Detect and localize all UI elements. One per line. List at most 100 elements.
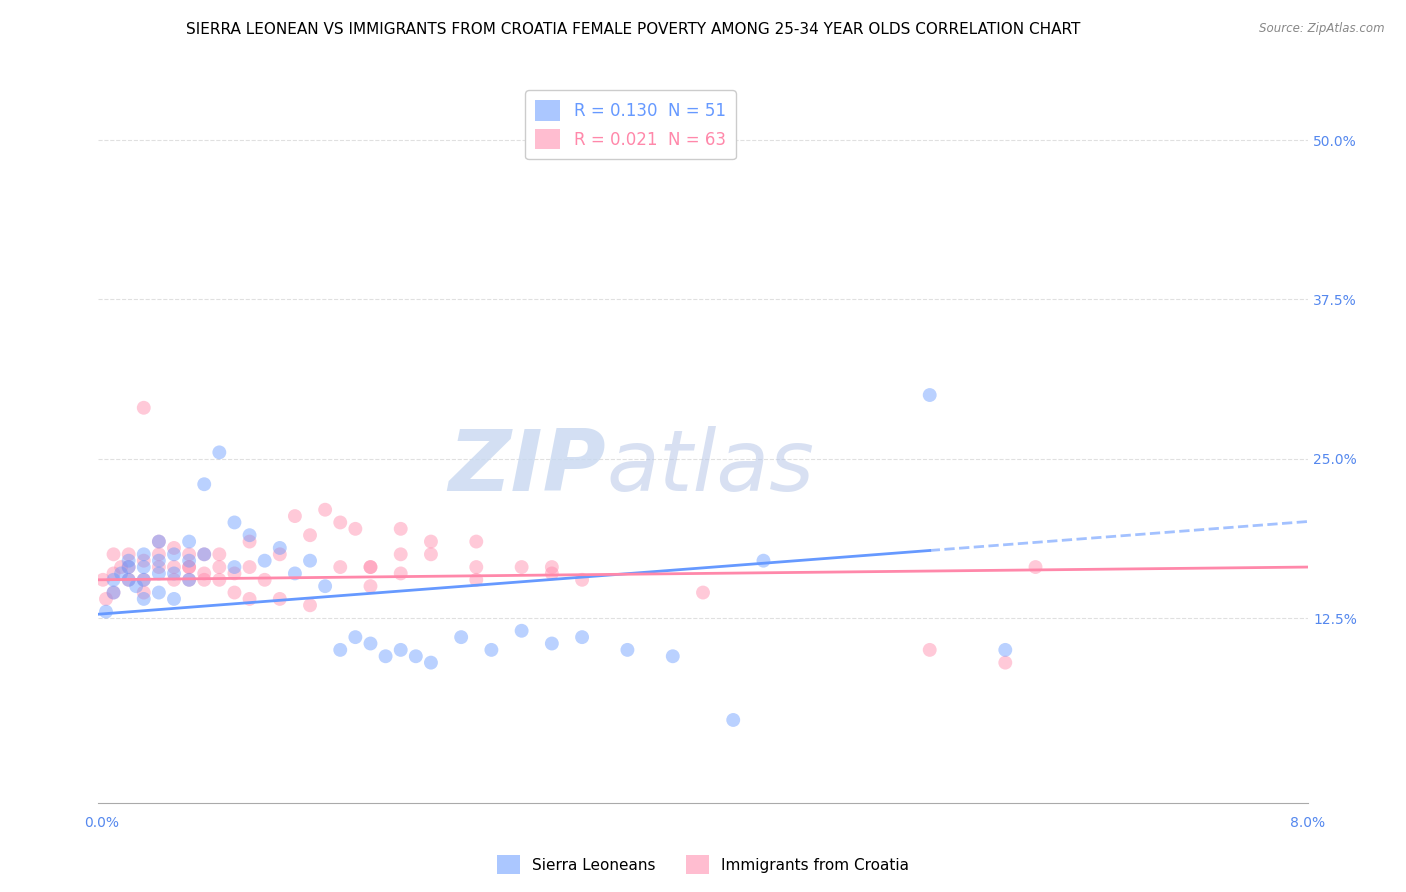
Point bbox=[179, 573, 201, 587]
Point bbox=[91, 573, 114, 587]
Point bbox=[420, 656, 443, 670]
Point bbox=[103, 585, 125, 599]
Point bbox=[148, 585, 170, 599]
Point bbox=[163, 573, 186, 587]
Point bbox=[360, 636, 382, 650]
Point bbox=[994, 656, 1017, 670]
Point bbox=[94, 591, 117, 606]
Point bbox=[918, 388, 941, 402]
Point bbox=[389, 547, 412, 561]
Point bbox=[94, 605, 117, 619]
Point bbox=[239, 528, 262, 542]
Point bbox=[374, 649, 396, 664]
Point bbox=[239, 560, 262, 574]
Point bbox=[616, 643, 638, 657]
Point bbox=[239, 534, 262, 549]
Point bbox=[253, 554, 276, 568]
Point bbox=[132, 547, 155, 561]
Point bbox=[148, 566, 170, 581]
Point bbox=[132, 401, 155, 415]
Point bbox=[208, 547, 231, 561]
Point bbox=[299, 599, 322, 613]
Text: 8.0%: 8.0% bbox=[1291, 816, 1324, 830]
Point bbox=[465, 560, 488, 574]
Point bbox=[118, 560, 141, 574]
Point bbox=[360, 560, 382, 574]
Point bbox=[541, 566, 564, 581]
Point bbox=[253, 573, 276, 587]
Point bbox=[360, 560, 382, 574]
Point bbox=[103, 573, 125, 587]
Point bbox=[132, 585, 155, 599]
Point bbox=[360, 579, 382, 593]
Point bbox=[224, 516, 246, 530]
Point bbox=[193, 477, 215, 491]
Point bbox=[723, 713, 745, 727]
Point bbox=[163, 541, 186, 555]
Point bbox=[389, 566, 412, 581]
Point bbox=[510, 624, 533, 638]
Point bbox=[179, 554, 201, 568]
Point bbox=[179, 534, 201, 549]
Point bbox=[541, 560, 564, 574]
Point bbox=[224, 566, 246, 581]
Point bbox=[405, 649, 427, 664]
Point bbox=[571, 630, 593, 644]
Point bbox=[193, 547, 215, 561]
Legend: Sierra Leoneans, Immigrants from Croatia: Sierra Leoneans, Immigrants from Croatia bbox=[491, 849, 915, 880]
Point bbox=[148, 554, 170, 568]
Point bbox=[329, 643, 352, 657]
Point bbox=[662, 649, 685, 664]
Point bbox=[994, 643, 1017, 657]
Point bbox=[179, 547, 201, 561]
Point bbox=[269, 547, 291, 561]
Point bbox=[179, 573, 201, 587]
Point bbox=[284, 509, 307, 524]
Point bbox=[193, 566, 215, 581]
Point bbox=[389, 643, 412, 657]
Point bbox=[299, 554, 322, 568]
Point bbox=[541, 636, 564, 650]
Point bbox=[110, 566, 132, 581]
Point bbox=[571, 573, 593, 587]
Point bbox=[148, 547, 170, 561]
Point bbox=[299, 528, 322, 542]
Point bbox=[193, 573, 215, 587]
Point bbox=[103, 566, 125, 581]
Point bbox=[148, 534, 170, 549]
Point bbox=[224, 585, 246, 599]
Point bbox=[208, 560, 231, 574]
Point bbox=[132, 573, 155, 587]
Point bbox=[481, 643, 503, 657]
Point bbox=[344, 522, 367, 536]
Point bbox=[314, 502, 336, 516]
Point bbox=[163, 591, 186, 606]
Point bbox=[314, 579, 336, 593]
Point bbox=[118, 573, 141, 587]
Point bbox=[465, 534, 488, 549]
Point bbox=[118, 547, 141, 561]
Point bbox=[208, 445, 231, 459]
Point bbox=[420, 547, 443, 561]
Point bbox=[125, 579, 148, 593]
Point bbox=[193, 547, 215, 561]
Point bbox=[269, 591, 291, 606]
Text: 0.0%: 0.0% bbox=[84, 816, 118, 830]
Point bbox=[103, 585, 125, 599]
Point bbox=[329, 560, 352, 574]
Point bbox=[132, 573, 155, 587]
Point bbox=[110, 560, 132, 574]
Point bbox=[118, 573, 141, 587]
Point bbox=[118, 560, 141, 574]
Point bbox=[269, 541, 291, 555]
Point bbox=[163, 547, 186, 561]
Point bbox=[918, 643, 941, 657]
Text: SIERRA LEONEAN VS IMMIGRANTS FROM CROATIA FEMALE POVERTY AMONG 25-34 YEAR OLDS C: SIERRA LEONEAN VS IMMIGRANTS FROM CROATI… bbox=[186, 22, 1080, 37]
Point bbox=[239, 591, 262, 606]
Point bbox=[179, 560, 201, 574]
Legend: R = 0.130  N = 51, R = 0.021  N = 63: R = 0.130 N = 51, R = 0.021 N = 63 bbox=[526, 90, 735, 160]
Point bbox=[465, 573, 488, 587]
Point bbox=[420, 534, 443, 549]
Point bbox=[692, 585, 714, 599]
Point bbox=[224, 560, 246, 574]
